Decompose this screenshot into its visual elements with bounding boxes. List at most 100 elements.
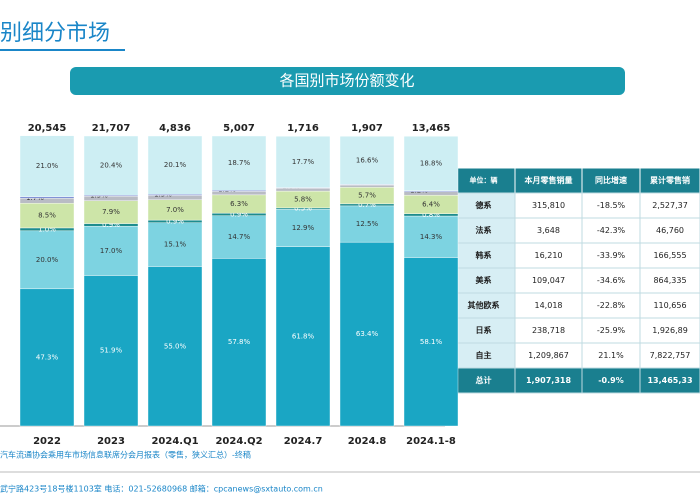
x-tick-label: 2024.Q2: [215, 436, 262, 447]
table-cell: [514, 217, 583, 244]
banner: [70, 67, 625, 95]
cell-text: 864,335: [653, 276, 686, 285]
cell-text: 其他欧系: [468, 300, 500, 310]
bar-segment: [403, 136, 459, 192]
data-label: 18.7%: [228, 159, 251, 167]
cell-text: -33.9%: [597, 251, 626, 260]
bar-segment: [339, 205, 395, 243]
x-tick-label: 2024.8: [348, 436, 387, 447]
cell-text: 46,760: [656, 226, 684, 235]
data-label: 55.0%: [164, 342, 187, 350]
data-label: 20.0%: [36, 256, 59, 264]
cell-text: 7,822,757: [650, 351, 691, 360]
slide-title: 别细分市场: [0, 21, 110, 46]
cell-text: -0.9%: [598, 376, 624, 385]
cell-text: 2,527,37: [652, 201, 688, 210]
cell-text: 德系: [476, 200, 492, 210]
cell-text: 14,018: [535, 301, 563, 310]
bar-segment: [275, 136, 331, 188]
bar-segment: [211, 258, 267, 427]
bar-segment: [339, 136, 395, 185]
cell-text: -22.8%: [597, 301, 626, 310]
data-label: 0.9%: [102, 221, 120, 229]
table-cell: [639, 192, 700, 219]
x-tick-label: 2023: [97, 436, 125, 447]
data-label: 58.1%: [420, 338, 443, 346]
table-cell: [581, 292, 641, 319]
table-cell: [581, 242, 641, 269]
bar-segment: [147, 266, 203, 427]
cell-text: 13,465,33: [647, 376, 692, 385]
total-label: 20,545: [28, 123, 67, 134]
data-label: 5.7%: [358, 192, 376, 200]
cell-text: 238,718: [532, 326, 565, 335]
cell-text: 16,210: [535, 251, 563, 260]
bar-segment: [83, 275, 139, 427]
cell-text: 109,047: [532, 276, 565, 285]
header-text: 单位：辆: [470, 176, 498, 185]
data-label: 5.8%: [294, 196, 312, 204]
cell-text: 韩系: [476, 250, 492, 260]
cell-text: -34.6%: [597, 276, 626, 285]
bar-segment: [19, 203, 75, 229]
cell-text: 1,926,89: [652, 326, 688, 335]
cell-text: 3,648: [537, 226, 560, 235]
total-label: 21,707: [92, 123, 131, 134]
data-label: 0.9%: [230, 210, 248, 218]
data-label: 57.8%: [228, 338, 251, 346]
cell-text: 1,907,318: [526, 376, 571, 385]
data-label: 15.1%: [164, 241, 187, 249]
bar-segment: [211, 135, 267, 191]
x-tick-label: 2024.1-8: [406, 436, 456, 447]
data-label: 20.4%: [100, 162, 123, 170]
table-cell: [581, 342, 641, 369]
header-text: 本月零售销量: [524, 175, 573, 185]
cell-text: 1,209,867: [528, 351, 569, 360]
cell-text: 315,810: [532, 201, 565, 210]
bar-segment: [19, 230, 75, 290]
header-text: 累计零售销: [650, 175, 690, 185]
source: 汽车流通协会乘用车市场信息联席分会月报表（零售，狭义汇总）-终稿: [0, 450, 251, 460]
cell-text: 日系: [476, 325, 492, 335]
bar-segment: [403, 257, 459, 427]
data-label: 6.4%: [422, 200, 440, 208]
bar-segment: [147, 135, 203, 195]
data-label: 6.3%: [230, 200, 248, 208]
table-cell: [581, 192, 641, 219]
contact: 武宁路423号18号楼1103室 电话：021-52680968 邮箱：cpca…: [0, 484, 323, 494]
banner-text: 各国别市场份额变化: [279, 72, 414, 90]
table-cell: [581, 367, 641, 394]
data-label: 0.8%: [422, 211, 440, 219]
total-label: 5,007: [223, 123, 255, 134]
x-tick-label: 2024.7: [284, 436, 323, 447]
data-label: 20.1%: [164, 161, 187, 169]
cell-text: -25.9%: [597, 326, 626, 335]
bar-segment: [19, 135, 75, 197]
cell-text: 166,555: [653, 251, 686, 260]
bar-segment: [147, 222, 203, 267]
data-label: 0.5%: [294, 205, 312, 213]
data-label: 61.8%: [292, 332, 315, 340]
data-label: 8.5%: [38, 212, 56, 220]
cell-text: 110,656: [653, 301, 686, 310]
bar-segment: [275, 246, 331, 427]
data-label: 21.0%: [36, 162, 59, 170]
cell-text: 自主: [476, 350, 492, 360]
data-label: 63.4%: [356, 330, 379, 338]
data-label: 51.9%: [100, 347, 123, 355]
data-label: 47.3%: [36, 353, 59, 361]
bar-segment: [275, 209, 331, 247]
data-label: 14.7%: [228, 233, 251, 241]
header-cell: [451, 167, 516, 194]
data-label: 1.0%: [38, 225, 56, 233]
table-cell: [451, 292, 516, 319]
data-label: 7.0%: [166, 206, 184, 214]
bar-segment: [403, 215, 459, 258]
cell-text: 法系: [476, 225, 492, 235]
table-cell: [639, 267, 700, 294]
x-tick-label: 2022: [33, 436, 61, 447]
cell-text: 21.1%: [598, 351, 624, 360]
cell-text: -18.5%: [597, 201, 626, 210]
